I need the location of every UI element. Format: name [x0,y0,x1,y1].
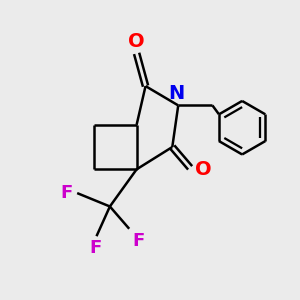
Text: O: O [195,160,211,179]
Text: O: O [128,32,145,51]
Text: N: N [169,84,185,103]
Text: F: F [89,239,101,257]
Text: F: F [61,184,73,202]
Text: F: F [132,232,144,250]
